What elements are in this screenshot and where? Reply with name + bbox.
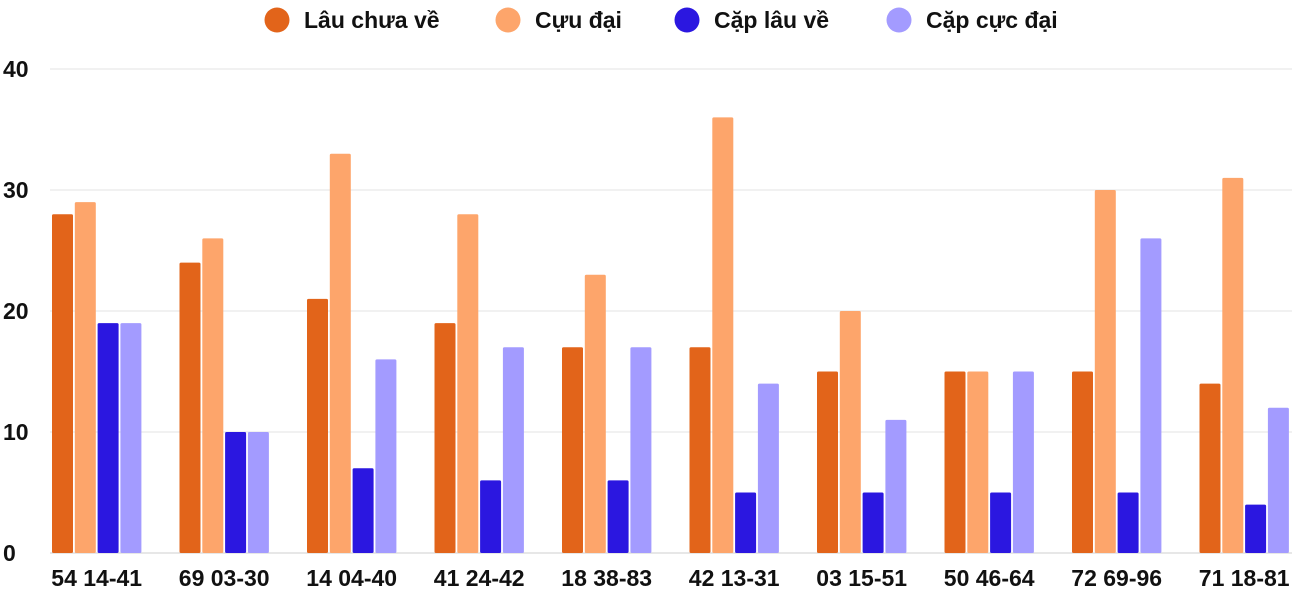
legend-swatch [264,7,290,33]
bar [735,492,757,553]
bar [1094,190,1116,553]
x-tick-label: 03 15-51 [816,565,907,591]
bar [434,323,456,553]
bar-group [944,371,1034,553]
bar [607,480,629,553]
bar-group [562,274,652,553]
legend-swatch [674,7,700,33]
legend-label: Cặp cực đại [926,7,1058,33]
bar [817,371,838,553]
bar [630,347,652,553]
x-axis: 54 14-41 69 03-30 14 04-40 41 24-42 18 38-83… [51,565,1290,591]
bar [562,347,583,553]
bar [1245,504,1267,553]
y-tick-label: 40 [3,56,29,82]
bar-group [179,238,269,553]
bar-group [307,153,397,553]
chart-legend: Lâu chưa về Cựu đại Cặp lâu về Cặp cực đại [264,7,1058,33]
bar [1199,383,1221,553]
bar [1012,371,1034,553]
x-tick-label: 42 13-31 [689,565,780,591]
bar [862,492,884,553]
bar [225,432,247,553]
bar [179,262,201,553]
bar [584,274,606,553]
x-tick-label: 54 14-41 [51,565,142,591]
bar [1222,177,1244,553]
bar [757,383,779,553]
bar [502,347,524,553]
legend-item: Cặp cực đại [886,7,1058,33]
bar [52,214,73,553]
legend-swatch [495,7,521,33]
bar [712,117,734,554]
bar [1117,492,1139,553]
bar [967,371,989,553]
bar-group [1199,177,1289,553]
y-tick-label: 0 [3,540,16,566]
y-axis: 0 10 20 30 40 [3,56,29,566]
bar [97,323,119,553]
bar [457,214,479,553]
bar [480,480,502,553]
bar [329,153,351,553]
x-tick-label: 18 38-83 [561,565,652,591]
bar [307,298,328,553]
bar-group [434,214,524,553]
y-tick-label: 10 [3,419,29,445]
legend-label: Lâu chưa về [304,7,440,33]
bar [247,432,269,553]
bar-group [817,311,907,553]
x-tick-label: 14 04-40 [306,565,397,591]
x-tick-label: 69 03-30 [179,565,270,591]
bar-group [1072,190,1162,553]
bar-group [52,202,142,553]
bar [689,347,711,553]
bar-group [689,117,779,554]
legend-item: Cặp lâu về [674,7,829,33]
y-tick-label: 20 [3,298,29,324]
x-tick-label: 50 46-64 [944,565,1035,591]
x-tick-label: 72 69-96 [1071,565,1162,591]
x-tick-label: 71 18-81 [1199,565,1290,591]
bar [74,202,96,553]
bar [1072,371,1093,553]
bar [1267,407,1289,553]
legend-label: Cặp lâu về [714,7,829,33]
x-tick-label: 41 24-42 [434,565,525,591]
bar [944,371,966,553]
bar [202,238,224,553]
bar [375,359,397,553]
legend-label: Cựu đại [535,7,622,33]
y-tick-label: 30 [3,177,29,203]
chart-bars [52,117,1289,554]
bar [352,468,374,553]
bar [990,492,1012,553]
bar [120,323,142,553]
bar [1140,238,1162,553]
legend-item: Cựu đại [495,7,622,33]
bar [839,311,861,553]
legend-swatch [886,7,912,33]
legend-item: Lâu chưa về [264,7,440,33]
bar [885,419,907,553]
